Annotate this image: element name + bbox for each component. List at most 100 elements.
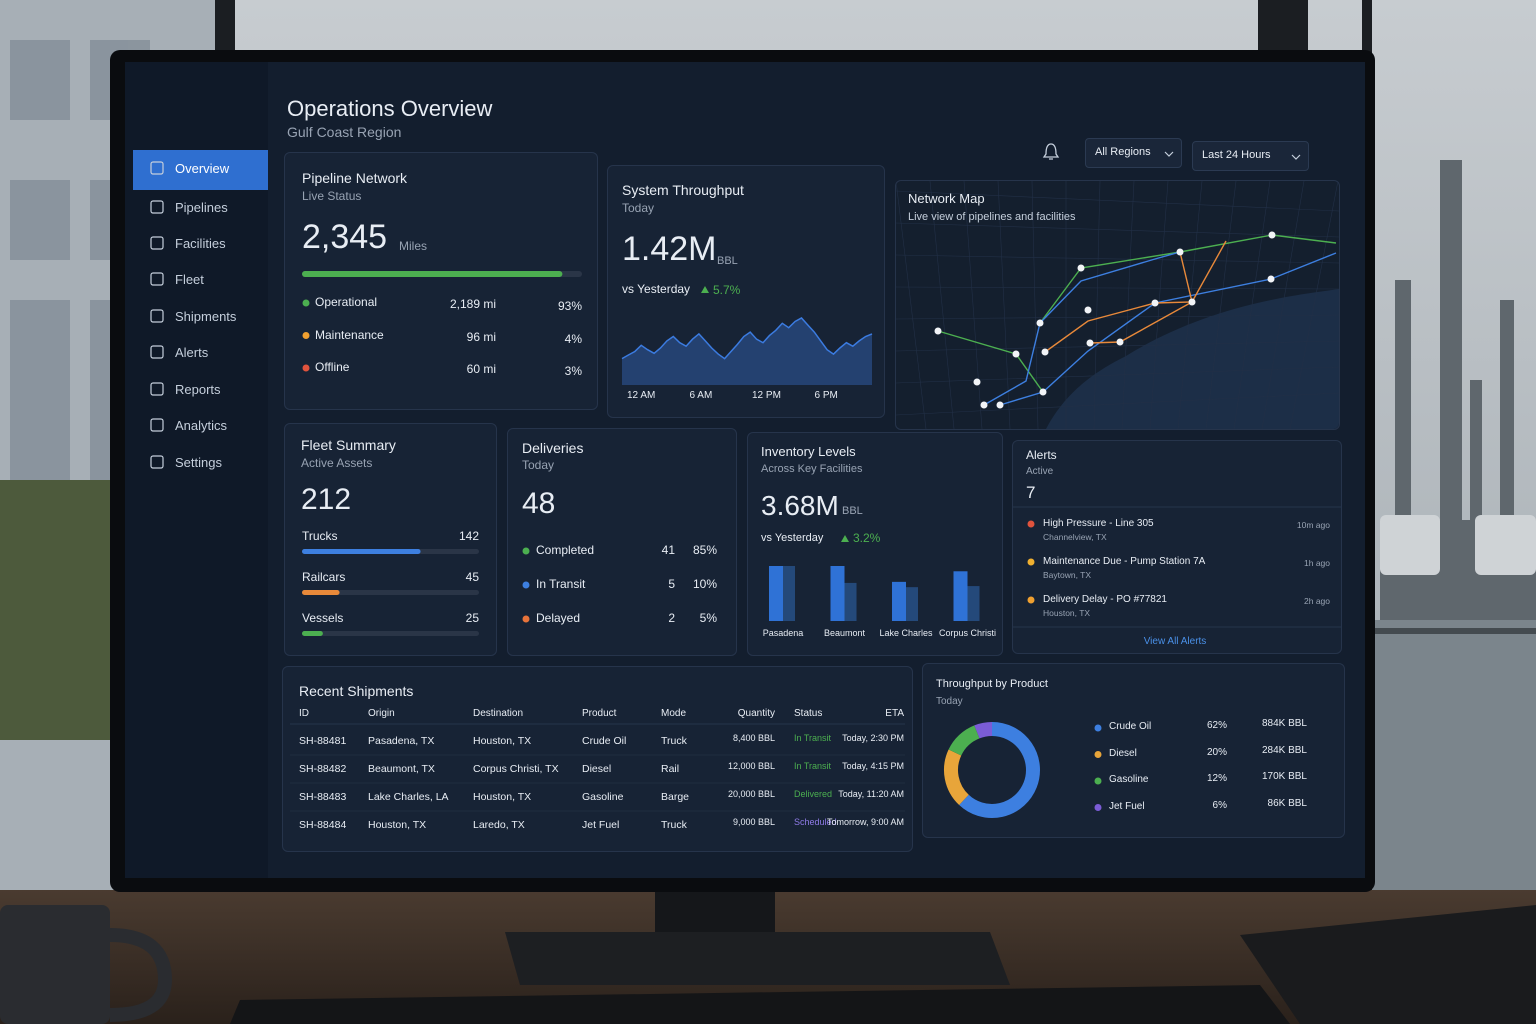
fleet-label: Vessels xyxy=(302,611,344,625)
alert-title: Maintenance Due - Pump Station 7A xyxy=(1043,556,1206,567)
map-water xyxy=(1046,289,1339,429)
nav-item[interactable]: Overview xyxy=(175,161,230,176)
delivery-count: 41 xyxy=(661,543,675,557)
table-cell: 9,000 BBL xyxy=(732,817,775,827)
table-cell: 20,000 BBL xyxy=(727,789,775,799)
map-pipeline xyxy=(983,251,1181,406)
card-subtitle: Today xyxy=(522,458,555,472)
x-tick-label: 12 AM xyxy=(627,390,656,401)
x-tick-label: 6 PM xyxy=(814,390,838,401)
map-road xyxy=(1261,181,1305,429)
table-cell: Corpus Christi, TX xyxy=(473,763,559,775)
nav-item[interactable]: Shipments xyxy=(175,309,237,324)
map-road xyxy=(896,286,1339,290)
table-cell: Houston, TX xyxy=(473,791,532,803)
map-node xyxy=(1041,348,1049,356)
status-miles: 96 mi xyxy=(466,329,496,344)
nav-item[interactable]: Fleet xyxy=(175,272,204,287)
compare-label: vs Yesterday xyxy=(761,532,824,544)
card-title: Fleet Summary xyxy=(301,437,396,453)
map-node xyxy=(1267,275,1275,283)
filter-dropdown[interactable] xyxy=(1192,141,1309,171)
card-title: Deliveries xyxy=(522,440,584,456)
status-miles: 60 mi xyxy=(466,362,496,376)
legend-volume: 170K BBL xyxy=(1261,771,1307,782)
map-node xyxy=(1012,350,1020,358)
nav-item[interactable]: Reports xyxy=(175,382,221,397)
table-cell: Lake Charles, LA xyxy=(368,791,449,803)
table-cell: Today, 4:15 PM xyxy=(842,761,904,771)
map-road xyxy=(896,340,1339,352)
status-label: Operational xyxy=(315,295,378,309)
delivery-count: 5 xyxy=(668,577,675,591)
map-road xyxy=(1177,181,1203,429)
kpi-unit: BBL xyxy=(717,255,738,267)
x-tick-label: 12 PM xyxy=(752,390,781,401)
legend-percent: 6% xyxy=(1212,799,1227,811)
status-miles: 2,189 mi xyxy=(449,297,496,311)
kpi-value: 212 xyxy=(301,483,352,516)
map-road xyxy=(1121,181,1135,429)
table-cell: Houston, TX xyxy=(473,735,532,747)
x-tick-label: 6 AM xyxy=(689,390,713,401)
page-title: Operations Overview xyxy=(287,96,493,121)
delivery-label: In Transit xyxy=(536,577,586,591)
x-tick-label: Pasadena xyxy=(762,628,804,638)
filter-label[interactable]: Last 24 Hours xyxy=(1202,149,1271,161)
table-cell: Scheduled xyxy=(794,817,837,827)
map-road xyxy=(896,366,1339,384)
change-value: 5.7% xyxy=(713,283,741,297)
column-header: ID xyxy=(299,708,309,719)
table-cell: Crude Oil xyxy=(582,735,627,747)
card-subtitle: Active xyxy=(1026,466,1054,477)
legend-percent: 20% xyxy=(1206,746,1227,758)
nav-item[interactable]: Settings xyxy=(175,455,222,470)
map-node xyxy=(1039,388,1047,396)
map-node xyxy=(996,401,1004,409)
delivery-label: Delayed xyxy=(536,611,581,625)
fleet-count: 142 xyxy=(458,529,479,543)
map-node xyxy=(980,401,988,409)
column-header: Product xyxy=(582,708,617,719)
table-cell: Pasadena, TX xyxy=(368,735,435,747)
table-cell: Rail xyxy=(661,763,680,775)
table-cell: SH-88482 xyxy=(299,763,347,775)
status-percent: 93% xyxy=(557,299,582,313)
nav-item[interactable]: Analytics xyxy=(175,418,228,433)
column-header: Destination xyxy=(473,708,524,719)
delivery-share: 5% xyxy=(699,611,717,625)
fleet-count: 25 xyxy=(465,611,479,625)
fleet-label: Trucks xyxy=(302,529,338,543)
map-road xyxy=(1093,181,1101,429)
legend-volume: 86K BBL xyxy=(1267,797,1307,809)
table-cell: In Transit xyxy=(794,761,832,771)
deliveries-card xyxy=(507,428,737,656)
kpi-unit: BBL xyxy=(842,505,863,517)
nav-item[interactable]: Facilities xyxy=(175,236,226,251)
table-cell: In Transit xyxy=(794,733,832,743)
status-label: Offline xyxy=(315,360,350,374)
nav-item[interactable]: Pipelines xyxy=(175,200,228,215)
nav-item[interactable]: Alerts xyxy=(175,345,209,360)
table-cell: SH-88484 xyxy=(299,819,347,831)
legend-label: Crude Oil xyxy=(1109,721,1152,732)
kpi-unit: Miles xyxy=(399,239,428,253)
network-map[interactable] xyxy=(896,181,1339,429)
map-road xyxy=(896,314,1339,320)
table-cell: Houston, TX xyxy=(368,819,427,831)
table-cell: Tomorrow, 9:00 AM xyxy=(826,817,904,827)
kpi-value: 2,345 xyxy=(302,218,388,256)
throughput-card xyxy=(607,165,885,418)
alert-time: 10m ago xyxy=(1296,520,1330,530)
map-node xyxy=(1176,248,1184,256)
table-cell: Delivered xyxy=(794,789,833,799)
alerts-link[interactable]: View All Alerts xyxy=(1143,636,1207,647)
map-road xyxy=(896,222,1339,238)
delivery-share: 85% xyxy=(692,543,717,557)
map-road xyxy=(896,190,1339,212)
map-road xyxy=(997,181,1011,429)
map-node xyxy=(1116,338,1124,346)
column-header: Status xyxy=(794,708,823,719)
filter-label[interactable]: All Regions xyxy=(1095,146,1151,158)
